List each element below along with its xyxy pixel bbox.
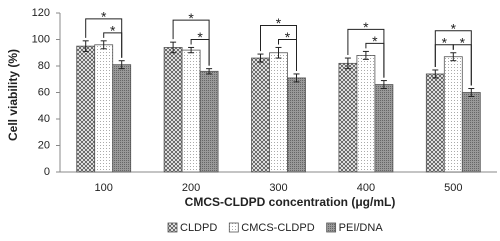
significance-label: * xyxy=(460,34,466,50)
error-bar xyxy=(82,40,89,52)
error-bar xyxy=(344,57,351,70)
significance-label: * xyxy=(442,34,448,50)
bar xyxy=(374,84,394,173)
significance-bracket xyxy=(190,38,210,66)
significance-bracket xyxy=(452,44,472,86)
bar xyxy=(461,92,481,173)
error-bar xyxy=(100,40,107,50)
error-bar xyxy=(206,68,213,75)
y-tick-label: 20 xyxy=(38,139,50,151)
y-tick-label: 60 xyxy=(38,86,50,98)
x-tick-label: 100 xyxy=(95,182,113,194)
legend-swatch xyxy=(228,222,239,233)
significance-label: * xyxy=(197,29,203,45)
bar xyxy=(199,70,219,173)
significance-label: * xyxy=(451,20,457,36)
legend-label: CLDPD xyxy=(180,222,217,234)
error-bar xyxy=(118,60,125,70)
significance-label: * xyxy=(188,10,194,26)
error-bar xyxy=(188,46,195,54)
error-bar xyxy=(257,53,264,63)
significance-bracket xyxy=(103,32,123,58)
significance-label: * xyxy=(363,19,369,35)
legend-swatch xyxy=(167,222,178,233)
bar xyxy=(94,44,114,173)
significance-label: * xyxy=(101,9,107,25)
significance-label: * xyxy=(110,23,116,39)
significance-bracket xyxy=(365,42,385,78)
significance-label: * xyxy=(276,15,282,31)
error-bar xyxy=(362,50,369,60)
legend-label: CMCS-CLDPD xyxy=(241,222,314,234)
x-tick-label: 200 xyxy=(182,182,200,194)
y-tick-label: 40 xyxy=(38,113,50,125)
significance-bracket xyxy=(278,38,297,71)
y-tick-label: 0 xyxy=(44,166,50,178)
bar xyxy=(76,45,96,173)
significance-label: * xyxy=(285,29,291,45)
bar xyxy=(251,57,270,173)
error-bar xyxy=(450,52,457,62)
error-bar xyxy=(275,46,282,59)
bar xyxy=(356,55,376,173)
y-tick-label: 100 xyxy=(32,33,50,45)
error-bar xyxy=(170,41,177,54)
bar xyxy=(163,47,183,173)
legend-label: PEI/DNA xyxy=(339,222,384,234)
x-tick-label: 300 xyxy=(269,182,287,194)
x-axis-title: CMCS-CLDPD concentration (μg/mL) xyxy=(185,195,396,209)
significance-label: * xyxy=(372,33,378,49)
y-tick-label: 80 xyxy=(38,60,50,72)
error-bar xyxy=(293,73,300,83)
bar xyxy=(181,49,201,173)
legend-swatch xyxy=(326,222,337,233)
x-tick-label: 500 xyxy=(444,182,462,194)
bar xyxy=(443,56,463,173)
y-tick-label: 120 xyxy=(32,7,50,19)
error-bar xyxy=(380,80,387,90)
bar xyxy=(425,73,445,173)
error-bar xyxy=(468,88,475,97)
error-bar xyxy=(432,69,439,79)
x-tick-label: 400 xyxy=(357,182,375,194)
bar xyxy=(338,62,358,173)
bar xyxy=(269,52,288,173)
y-axis-title: Cell viability (%) xyxy=(6,49,20,141)
bar xyxy=(112,64,132,173)
bar xyxy=(287,77,306,173)
